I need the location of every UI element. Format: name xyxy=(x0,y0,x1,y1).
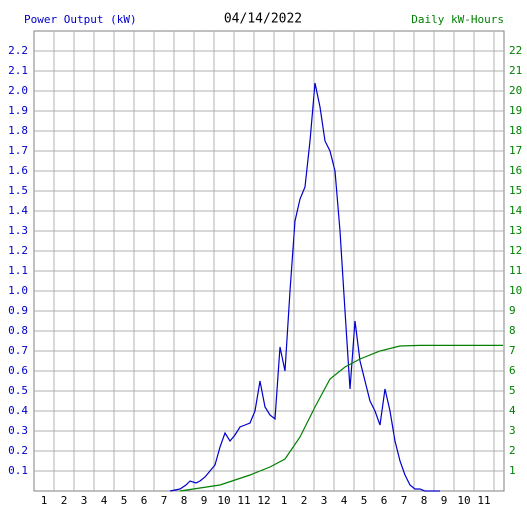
y-tick-label: 0.7 xyxy=(8,344,28,357)
x-tick-label: 2 xyxy=(301,494,308,507)
y-tick-label: 1.4 xyxy=(8,204,28,217)
x-tick-label: 8 xyxy=(421,494,428,507)
series-line xyxy=(169,82,440,492)
y2-tick-label: 15 xyxy=(509,184,522,197)
y2-tick-label: 2 xyxy=(509,444,516,457)
x-tick-label: 12 xyxy=(257,494,270,507)
x-tick-label: 7 xyxy=(161,494,168,507)
y-tick-label: 1.1 xyxy=(8,264,28,277)
y-tick-label: 1.2 xyxy=(8,244,28,257)
y-tick-label: 0.2 xyxy=(8,444,28,457)
y2-tick-label: 16 xyxy=(509,164,522,177)
y-tick-label: 1.7 xyxy=(8,144,28,157)
x-tick-label: 2 xyxy=(61,494,68,507)
x-tick-label: 10 xyxy=(457,494,470,507)
y2-axis-label: Daily kW-Hours xyxy=(411,13,504,26)
y2-tick-label: 21 xyxy=(509,64,522,77)
y2-tick-label: 19 xyxy=(509,104,522,117)
y-tick-label: 0.9 xyxy=(8,304,28,317)
y2-tick-label: 1 xyxy=(509,464,516,477)
y-tick-label: 1.8 xyxy=(8,124,28,137)
y-tick-label: 0.6 xyxy=(8,364,28,377)
y2-tick-label: 14 xyxy=(509,204,523,217)
y-tick-label: 0.3 xyxy=(8,424,28,437)
y2-tick-label: 6 xyxy=(509,364,516,377)
y2-tick-label: 17 xyxy=(509,144,522,157)
x-tick-label: 1 xyxy=(281,494,288,507)
y2-tick-label: 22 xyxy=(509,44,522,57)
y2-tick-label: 20 xyxy=(509,84,522,97)
y-tick-label: 1.5 xyxy=(8,184,28,197)
x-tick-label: 5 xyxy=(121,494,128,507)
x-tick-label: 1 xyxy=(41,494,48,507)
y-axis-label: Power Output (kW) xyxy=(24,13,137,26)
x-tick-label: 11 xyxy=(237,494,250,507)
y-tick-label: 2.1 xyxy=(8,64,28,77)
y-tick-label: 2.0 xyxy=(8,84,28,97)
chart-title: 04/14/2022 xyxy=(224,12,302,27)
y2-tick-label: 18 xyxy=(509,124,522,137)
y2-tick-label: 11 xyxy=(509,264,522,277)
y-tick-label: 0.5 xyxy=(8,384,28,397)
y2-tick-label: 10 xyxy=(509,284,522,297)
x-tick-label: 10 xyxy=(217,494,230,507)
x-tick-label: 4 xyxy=(101,494,108,507)
y-tick-label: 0.4 xyxy=(8,404,28,417)
y-tick-label: 0.1 xyxy=(8,464,28,477)
x-tick-label: 5 xyxy=(361,494,368,507)
x-tick-label: 4 xyxy=(341,494,348,507)
y2-tick-label: 9 xyxy=(509,304,516,317)
y-tick-label: 1.9 xyxy=(8,104,28,117)
y-tick-label: 1.6 xyxy=(8,164,28,177)
y2-tick-label: 4 xyxy=(509,404,516,417)
y-tick-label: 2.2 xyxy=(8,44,28,57)
x-tick-label: 9 xyxy=(201,494,208,507)
series-line xyxy=(179,344,503,492)
x-tick-label: 6 xyxy=(381,494,388,507)
y-tick-label: 0.8 xyxy=(8,324,28,337)
y-tick-label: 1.3 xyxy=(8,224,28,237)
x-tick-label: 7 xyxy=(401,494,408,507)
y2-tick-label: 3 xyxy=(509,424,516,437)
x-tick-label: 9 xyxy=(441,494,448,507)
y2-tick-label: 8 xyxy=(509,324,516,337)
y2-tick-label: 7 xyxy=(509,344,516,357)
x-tick-label: 3 xyxy=(321,494,328,507)
y2-tick-label: 13 xyxy=(509,224,522,237)
y-tick-label: 1.0 xyxy=(8,284,28,297)
y2-tick-label: 5 xyxy=(509,384,516,397)
x-tick-label: 8 xyxy=(181,494,188,507)
x-tick-label: 11 xyxy=(477,494,490,507)
x-tick-label: 3 xyxy=(81,494,88,507)
x-tick-label: 6 xyxy=(141,494,148,507)
y2-tick-label: 12 xyxy=(509,244,522,257)
